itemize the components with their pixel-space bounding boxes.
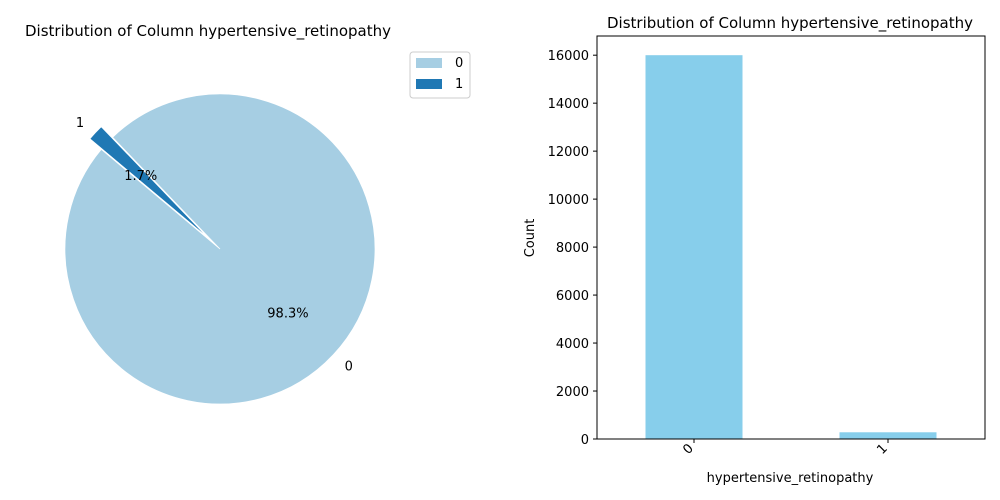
pie-category-label-1: 1 (76, 116, 84, 131)
bar-plot-frame (596, 35, 986, 440)
x-axis-label: hypertensive_retinopathy (707, 471, 874, 486)
x-tick-label-0: 0 (680, 441, 696, 457)
y-tick-label: 4000 (556, 337, 589, 352)
legend-label-0: 0 (455, 56, 463, 71)
y-axis-ticks: 0 2000 4000 6000 8000 10000 12000 14000 16000 (548, 49, 597, 448)
y-tick-label: 12000 (548, 145, 589, 160)
pie-slice-0 (64, 93, 376, 405)
pie-category-label-0: 0 (345, 359, 353, 374)
bar-chart-title: Distribution of Column hypertensive_reti… (607, 14, 973, 33)
y-axis-label: Count (523, 219, 538, 258)
legend-swatch-1 (416, 79, 442, 89)
bar-0 (645, 55, 743, 439)
pie-labels: 0 98.3% 1 1.7% (76, 116, 353, 374)
pie-percent-label-0: 98.3% (267, 306, 308, 321)
pie-chart: Distribution of Column hypertensive_reti… (25, 22, 471, 405)
legend: 0 1 (409, 51, 471, 99)
x-tick-label-1: 1 (874, 441, 890, 457)
y-tick-label: 10000 (548, 193, 589, 208)
y-tick-label: 8000 (556, 241, 589, 256)
pie-chart-title: Distribution of Column hypertensive_reti… (25, 22, 391, 41)
y-tick-label: 0 (581, 433, 589, 448)
pie-percent-label-1: 1.7% (124, 169, 157, 184)
bar-chart: Distribution of Column hypertensive_reti… (523, 14, 986, 486)
y-tick-label: 6000 (556, 289, 589, 304)
bar-1 (839, 432, 937, 439)
legend-swatch-0 (416, 58, 442, 68)
pie-slice-1 (89, 126, 209, 239)
legend-label-1: 1 (455, 77, 463, 92)
y-tick-label: 16000 (548, 49, 589, 64)
y-tick-label: 14000 (548, 97, 589, 112)
y-tick-label: 2000 (556, 385, 589, 400)
bars (645, 55, 937, 439)
pie-slices (64, 93, 376, 405)
